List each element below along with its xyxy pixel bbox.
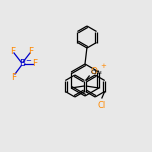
Text: +: + bbox=[100, 64, 106, 69]
Text: F: F bbox=[32, 59, 38, 69]
Text: Cl: Cl bbox=[98, 100, 106, 109]
Text: CH₃: CH₃ bbox=[91, 69, 102, 74]
Text: F: F bbox=[28, 47, 34, 55]
Text: −: − bbox=[26, 58, 31, 64]
Text: F: F bbox=[11, 73, 17, 81]
Text: O: O bbox=[91, 67, 98, 76]
Text: F: F bbox=[10, 47, 16, 55]
Text: B: B bbox=[19, 59, 25, 69]
